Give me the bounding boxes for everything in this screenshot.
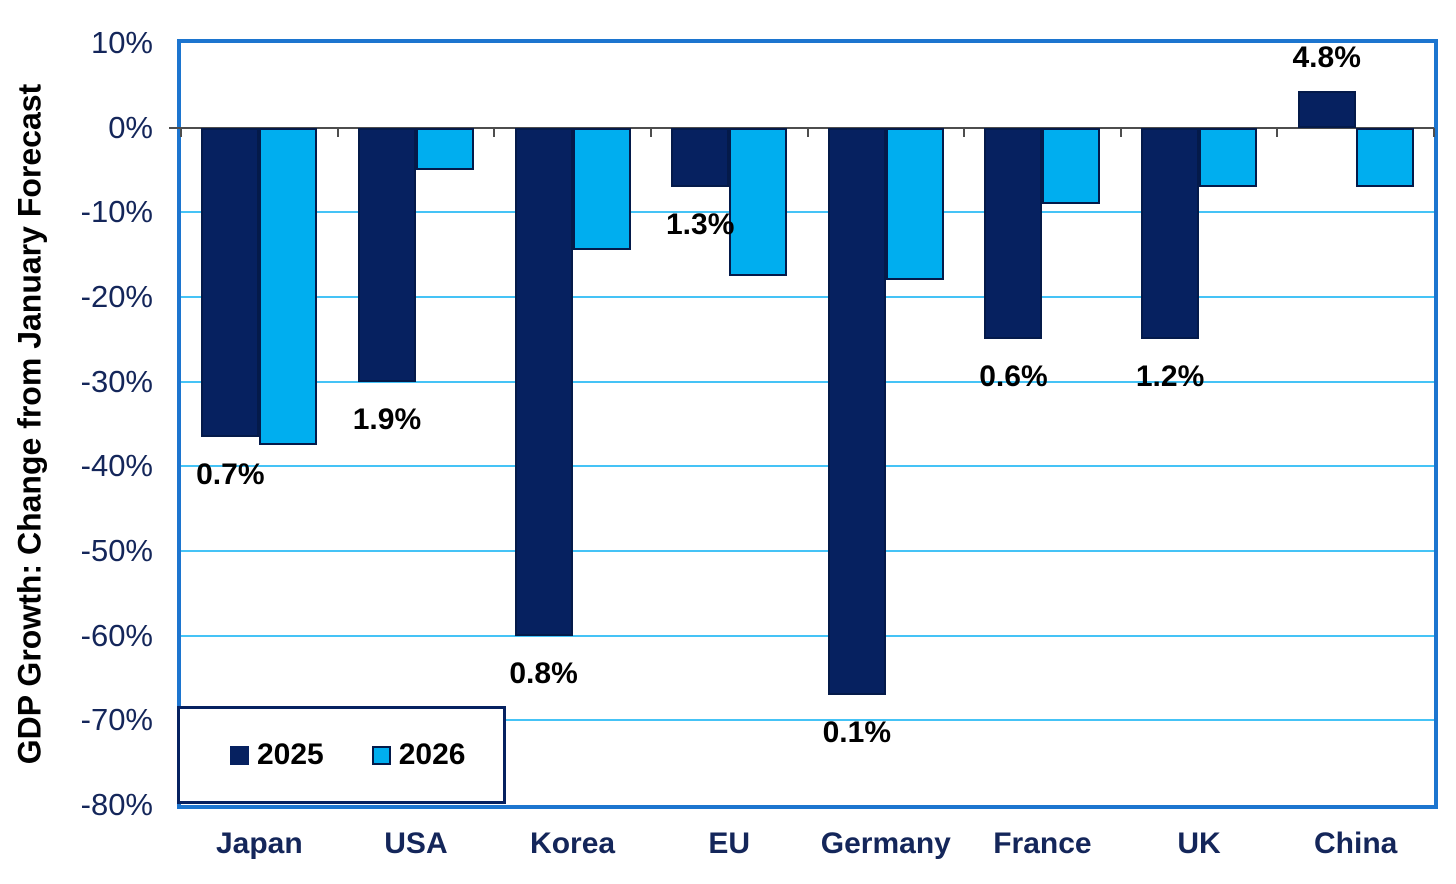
y-axis-label--60pct: -60% bbox=[80, 617, 153, 653]
data-label-uk: 1.2% bbox=[1135, 360, 1205, 394]
data-label-usa: 1.9% bbox=[352, 402, 422, 436]
legend-swatch-2026 bbox=[371, 745, 391, 765]
data-label-korea: 0.8% bbox=[509, 656, 578, 690]
bar-2026-eu bbox=[729, 127, 788, 276]
x-axis-label-china: China bbox=[1314, 827, 1398, 860]
x-axis-tick bbox=[180, 127, 182, 137]
legend-label-2025: 2025 bbox=[257, 738, 324, 771]
data-label-france: 0.6% bbox=[979, 360, 1048, 394]
y-axis-title: GDP Growth: Change from January Forecast bbox=[11, 83, 48, 765]
x-axis-label-germany: Germany bbox=[820, 827, 951, 860]
bar-2025-eu bbox=[671, 127, 730, 187]
x-axis-tick bbox=[806, 127, 809, 137]
bar-2026-korea bbox=[572, 127, 631, 251]
bar-2025-usa bbox=[357, 127, 416, 382]
data-label-china: 4.8% bbox=[1292, 41, 1361, 75]
x-axis-tick bbox=[336, 127, 339, 137]
legend-item-2026: 2026 bbox=[371, 738, 466, 772]
gridline--40 bbox=[181, 465, 1434, 468]
x-axis-tick bbox=[963, 127, 966, 137]
legend-item-2025: 2025 bbox=[230, 738, 324, 772]
bar-2025-china bbox=[1297, 91, 1356, 128]
x-axis-label-uk: UK bbox=[1177, 827, 1221, 860]
data-label-japan: 0.7% bbox=[196, 457, 265, 491]
gridline--50 bbox=[181, 550, 1434, 552]
bar-2025-germany bbox=[827, 127, 886, 695]
bar-2025-france bbox=[984, 127, 1043, 340]
bar-2026-germany bbox=[885, 127, 944, 281]
y-axis-label--30pct: -30% bbox=[80, 363, 153, 399]
gridline--20 bbox=[181, 296, 1434, 298]
y-axis-label--40pct: -40% bbox=[80, 448, 153, 484]
y-axis-label--20pct: -20% bbox=[80, 279, 153, 314]
x-axis-label-japan: Japan bbox=[215, 827, 303, 860]
bar-2026-china bbox=[1355, 127, 1414, 187]
x-axis-label-korea: Korea bbox=[530, 827, 616, 860]
gridline--30 bbox=[181, 380, 1434, 383]
gridline--10 bbox=[181, 211, 1434, 214]
y-axis-label-0pct: 0% bbox=[108, 109, 153, 145]
gridline--60 bbox=[181, 634, 1434, 637]
x-axis-tick bbox=[1119, 127, 1122, 137]
gridline--70 bbox=[181, 719, 1434, 722]
data-label-germany: 0.1% bbox=[822, 715, 891, 749]
y-axis-label-10pct: 10% bbox=[90, 25, 153, 60]
plot-area bbox=[177, 39, 1438, 809]
y-axis-label--70pct: -70% bbox=[80, 702, 153, 738]
bar-2026-japan bbox=[259, 127, 318, 446]
legend-swatch-2025 bbox=[230, 745, 249, 765]
y-axis-label--50pct: -50% bbox=[80, 533, 153, 568]
bar-2025-korea bbox=[514, 127, 573, 636]
x-axis-tick bbox=[493, 127, 496, 137]
legend-label-2026: 2026 bbox=[398, 738, 466, 771]
bar-2026-france bbox=[1042, 127, 1101, 204]
zero-axis-line bbox=[169, 126, 1434, 129]
bar-2025-uk bbox=[1141, 127, 1200, 340]
x-axis-tick bbox=[1276, 127, 1279, 137]
bar-2025-japan bbox=[201, 127, 260, 437]
legend: 2025 2026 bbox=[177, 706, 506, 804]
data-label-eu: 1.3% bbox=[665, 207, 735, 241]
x-axis-tick bbox=[649, 127, 652, 137]
x-axis-tick bbox=[1433, 127, 1435, 137]
y-axis-label--80pct: -80% bbox=[80, 787, 153, 822]
x-axis-label-usa: USA bbox=[384, 827, 448, 860]
x-axis-label-eu: EU bbox=[708, 827, 751, 860]
bar-2026-usa bbox=[415, 127, 474, 170]
x-axis-label-france: France bbox=[993, 827, 1092, 860]
bar-2026-uk bbox=[1199, 127, 1258, 187]
y-axis-label--10pct: -10% bbox=[80, 194, 153, 230]
